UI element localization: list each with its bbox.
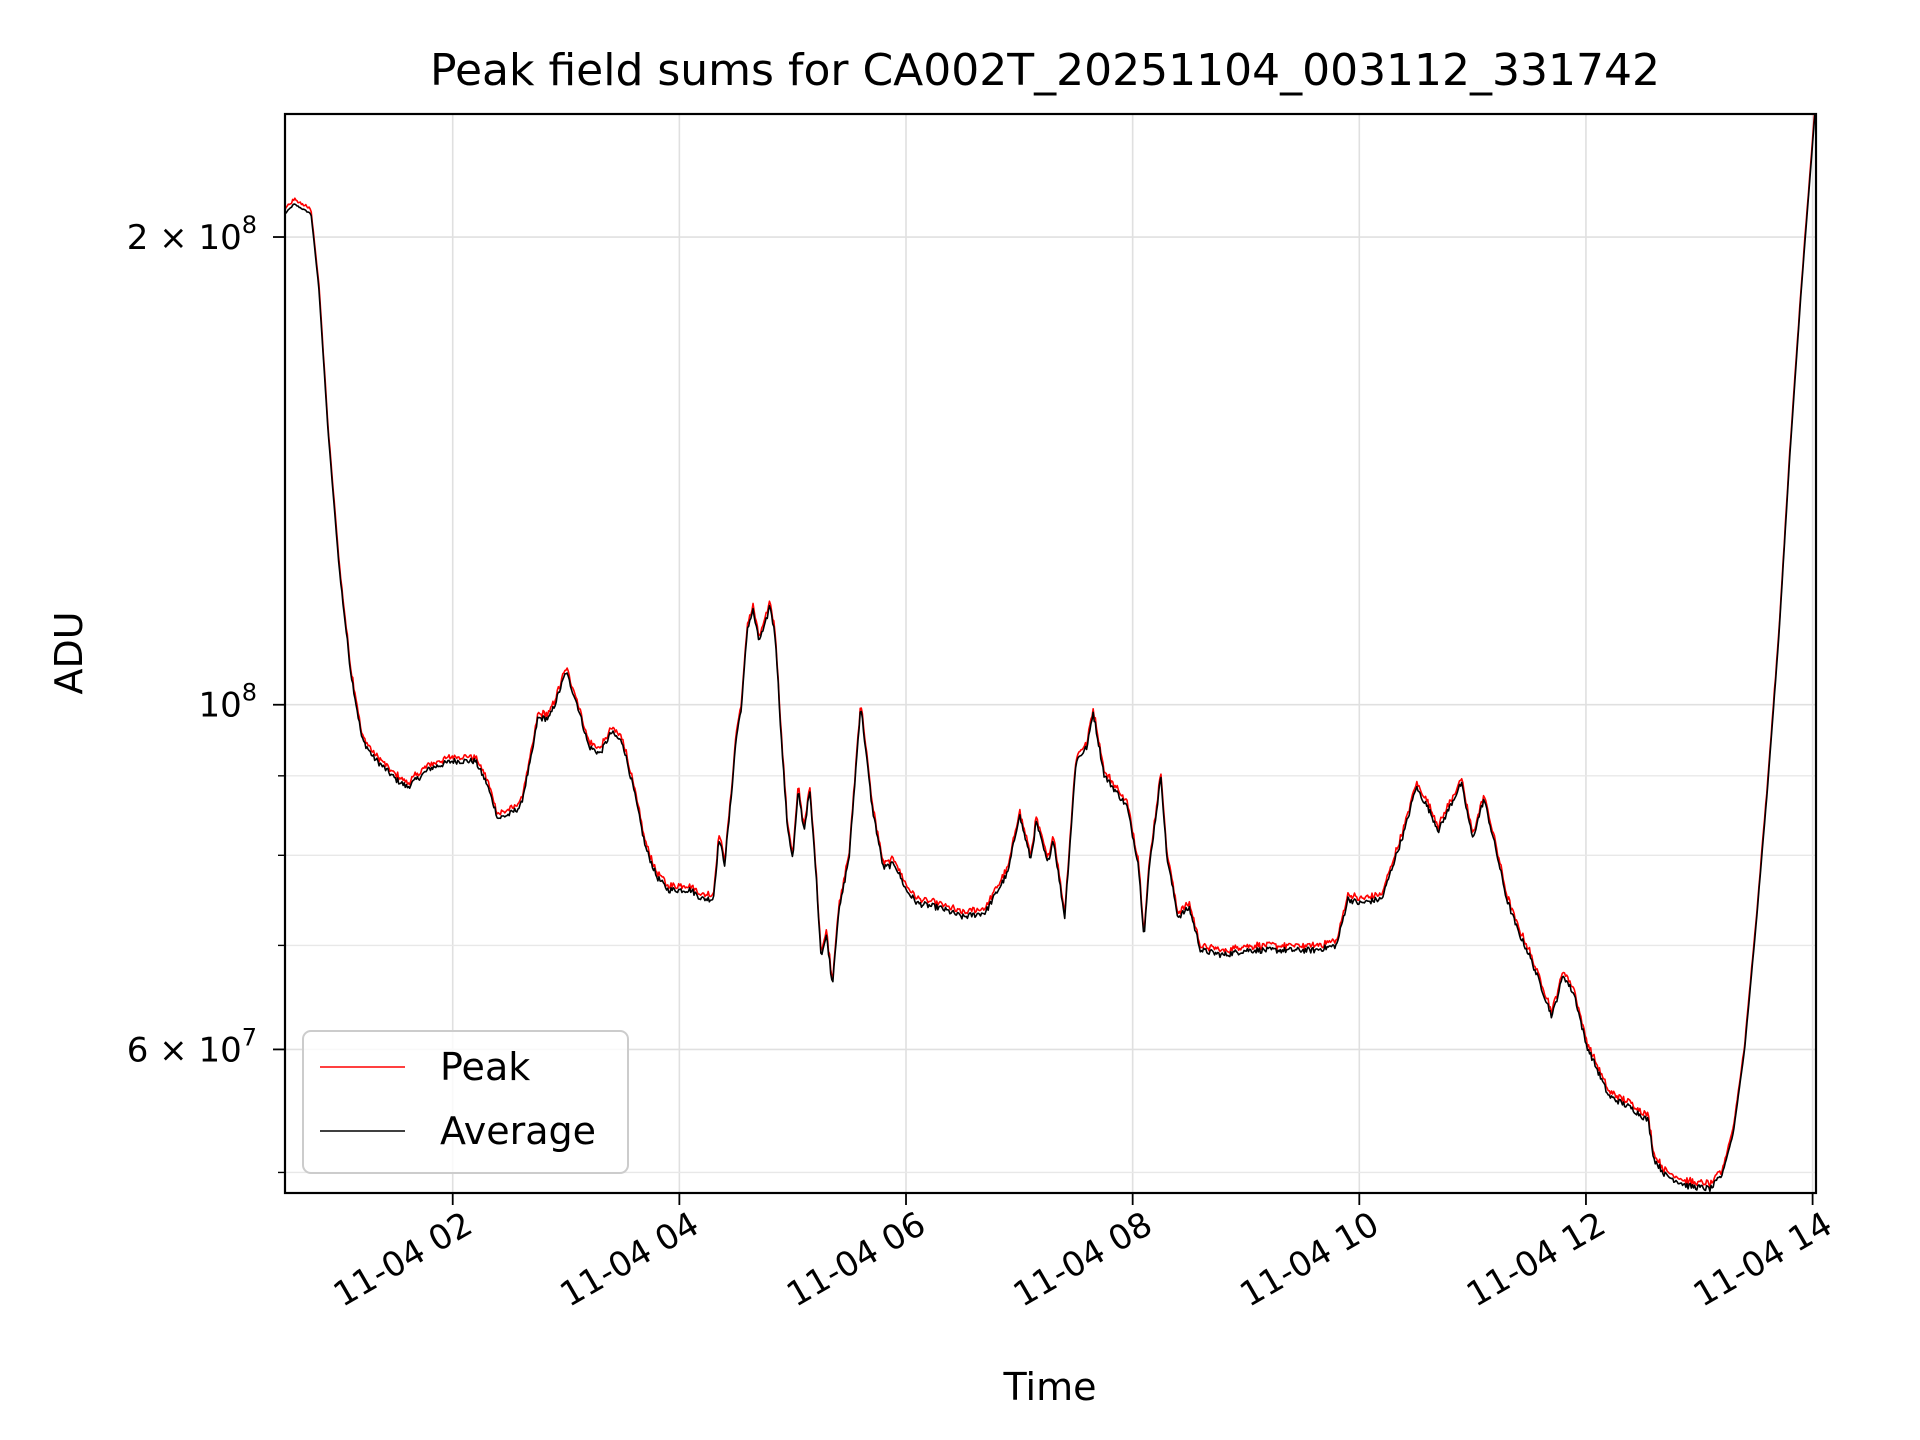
y-tick-label: 108 [198, 679, 257, 726]
legend: Peak Average [302, 1030, 629, 1174]
y-tick-label: 2 × 108 [127, 211, 257, 258]
y-axis-label: ADU [47, 611, 91, 694]
legend-label-average: Average [440, 1109, 596, 1153]
series-layer [285, 114, 1816, 1193]
chart-title: Peak field sums for CA002T_20251104_0031… [430, 45, 1660, 96]
y-tick-label: 6 × 107 [127, 1023, 257, 1070]
y-axis: 2 × 108 108 6 × 107 [127, 211, 285, 1174]
legend-label-peak: Peak [440, 1045, 530, 1089]
plot-frame [283, 112, 1818, 1195]
series-line-average [285, 114, 1816, 1193]
x-axis-label: Time [1003, 1365, 1097, 1409]
